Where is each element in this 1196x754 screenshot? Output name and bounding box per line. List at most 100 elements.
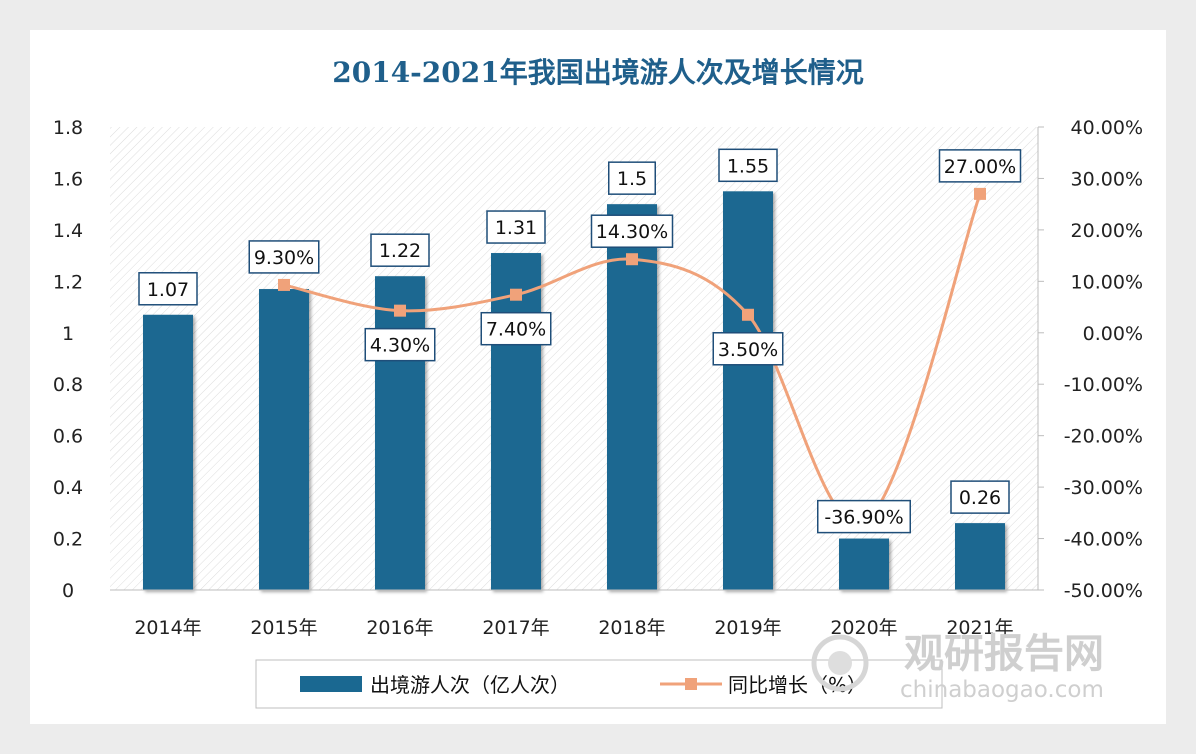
growth-marker — [974, 187, 986, 200]
bar — [491, 253, 541, 591]
left-tick-label: 1.4 — [53, 220, 83, 242]
data-label-text: 7.40% — [486, 319, 546, 341]
left-tick-label: 1 — [62, 323, 74, 345]
bar-value-label: 1.07 — [138, 272, 198, 306]
growth-value-label: 27.00% — [938, 149, 1022, 183]
right-tick-label: -40.00% — [1064, 529, 1143, 551]
data-label-text: 1.22 — [379, 240, 421, 262]
data-label-box — [364, 327, 436, 362]
bar-value-label: 0.26 — [950, 480, 1010, 514]
left-tick-label: 1.6 — [53, 168, 83, 190]
legend-swatch-marker — [685, 678, 697, 690]
data-label-box — [938, 149, 1022, 183]
growth-value-label: -36.90% — [817, 499, 911, 534]
legend-swatch-bar — [300, 676, 362, 692]
watermark-logo-icon — [811, 634, 869, 692]
line-series — [278, 187, 986, 529]
right-tick-label: -50.00% — [1064, 580, 1143, 602]
right-tick-label: 30.00% — [1071, 168, 1143, 190]
growth-marker — [510, 288, 522, 301]
right-tick-label: -20.00% — [1064, 426, 1143, 448]
category-label: 2020年 — [830, 617, 897, 639]
data-label-text: 27.00% — [944, 156, 1016, 178]
category-label: 2016年 — [366, 617, 433, 639]
data-label-box — [486, 210, 546, 244]
growth-marker — [742, 308, 754, 321]
left-tick-label: 1.2 — [53, 271, 83, 293]
chart-title: 2014-2021年我国出境游人次及增长情况 — [332, 56, 863, 89]
right-tick-label: 10.00% — [1071, 271, 1143, 293]
data-labels: 1.07 1.22 1.31 1.5 1.55 0.26 9.30% 4.30% 7.40% 14… — [138, 148, 1022, 534]
legend: 出境游人次（亿人次） 同比增长（%） — [255, 659, 943, 709]
data-label-box — [248, 240, 320, 274]
legend-label-bar: 出境游人次（亿人次） — [370, 673, 570, 697]
data-label-box — [480, 311, 552, 346]
left-tick-label: 0 — [62, 580, 74, 602]
data-label-box — [817, 499, 911, 534]
growth-marker — [394, 304, 406, 317]
category-label: 2015年 — [250, 617, 317, 639]
data-label-text: 14.30% — [596, 221, 668, 243]
data-label-box — [138, 272, 198, 306]
right-tick-label: 0.00% — [1083, 323, 1143, 345]
data-label-text: 9.30% — [254, 247, 314, 269]
data-label-text: 1.55 — [727, 155, 769, 177]
bar-value-label: 1.55 — [718, 148, 778, 183]
category-label: 2017年 — [482, 617, 549, 639]
left-tick-label: 0.8 — [53, 374, 83, 396]
data-label-text: 0.26 — [959, 487, 1001, 509]
data-label-box — [718, 148, 778, 183]
right-tick-label: -30.00% — [1064, 477, 1143, 499]
left-tick-label: 1.8 — [53, 117, 83, 139]
legend-label-line: 同比增长（%） — [728, 673, 867, 697]
chart: 2014-2021年我国出境游人次及增长情况 0 0.2 0.4 0.6 0.8 1 1.2… — [53, 56, 1143, 709]
bar — [375, 276, 425, 590]
data-label-box — [950, 480, 1010, 514]
data-label-text: 4.30% — [370, 335, 430, 357]
bar-series — [143, 191, 1005, 591]
growth-value-label: 3.50% — [712, 332, 784, 366]
growth-value-label: 14.30% — [590, 214, 674, 248]
growth-value-label: 7.40% — [480, 311, 552, 346]
watermark: 观研报告网 chinabaogao.com — [811, 631, 1104, 703]
bar-value-label: 1.31 — [486, 210, 546, 244]
chart-frame: 2014-2021年我国出境游人次及增长情况 0 0.2 0.4 0.6 0.8 1 1.2… — [30, 30, 1166, 724]
growth-value-label: 9.30% — [248, 240, 320, 274]
category-label: 2021年 — [946, 617, 1013, 639]
category-label: 2019年 — [714, 617, 781, 639]
bar-value-label: 1.5 — [608, 161, 656, 195]
growth-marker — [626, 253, 638, 266]
data-label-text: 3.50% — [718, 339, 778, 361]
growth-marker — [278, 278, 290, 291]
left-tick-label: 0.2 — [53, 529, 83, 551]
left-tick-label: 0.4 — [53, 477, 83, 499]
left-axis: 0 0.2 0.4 0.6 0.8 1 1.2 1.4 1.6 1.8 — [53, 117, 83, 602]
left-tick-label: 0.6 — [53, 426, 83, 448]
right-tick-label: 40.00% — [1071, 117, 1143, 139]
right-tick-label: 20.00% — [1071, 220, 1143, 242]
data-label-box — [370, 233, 430, 267]
bar — [839, 538, 889, 590]
category-label: 2018年 — [598, 617, 665, 639]
growth-line — [283, 193, 982, 526]
x-axis: 2014年 2015年 2016年 2017年 2018年 2019年 2020年 2021年 — [134, 617, 1013, 639]
data-label-box — [608, 161, 656, 195]
bar-value-label: 1.22 — [370, 233, 430, 267]
watermark-logo-core — [828, 651, 852, 675]
bar — [955, 523, 1005, 590]
data-label-text: 1.5 — [617, 168, 647, 190]
bar — [607, 204, 657, 590]
data-label-text: 1.31 — [495, 217, 537, 239]
category-label: 2014年 — [134, 617, 201, 639]
right-tick-label: -10.00% — [1064, 374, 1143, 396]
data-label-box — [712, 332, 784, 366]
watermark-site: chinabaogao.com — [900, 677, 1104, 703]
bar — [723, 191, 773, 591]
data-label-text: 1.07 — [147, 279, 189, 301]
bar — [143, 314, 193, 590]
data-label-box — [590, 214, 674, 248]
right-axis: -50.00% -40.00% -30.00% -20.00% -10.00% 0.00%… — [1037, 117, 1143, 602]
data-label-text: -36.90% — [824, 507, 903, 529]
bar — [259, 289, 309, 590]
growth-value-label: 4.30% — [364, 327, 436, 362]
